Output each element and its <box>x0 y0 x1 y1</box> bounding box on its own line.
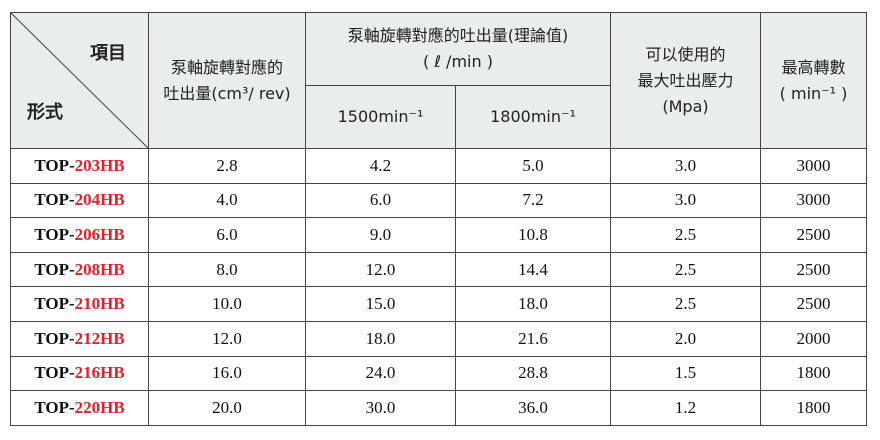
value-cell: 10.0 <box>148 286 306 322</box>
value-cell: 12.0 <box>305 251 456 288</box>
table-row: TOP-208HB 8.0 12.0 14.4 2.5 2500 <box>10 251 867 288</box>
value-cell: 2.5 <box>610 217 761 253</box>
model-prefix: TOP- <box>34 328 75 348</box>
value-cell: 2000 <box>760 320 867 357</box>
model-prefix: TOP- <box>34 224 75 244</box>
model-prefix: TOP- <box>34 294 75 314</box>
header-line: 最大吐出壓力 <box>637 70 734 90</box>
value-cell: 10.8 <box>455 217 611 253</box>
value-cell: 2.5 <box>610 286 761 322</box>
header-line: 泵軸旋轉對應的 <box>170 57 283 77</box>
header-line: 吐出量(cm³/ rev) <box>163 83 291 103</box>
table-row: TOP-216HB 16.0 24.0 28.8 1.5 1800 <box>10 355 867 392</box>
model-cell: TOP-203HB <box>10 148 149 184</box>
model-cell: TOP-204HB <box>10 182 149 219</box>
value-cell: 1.2 <box>610 390 761 426</box>
header-pressure: 可以使用的最大吐出壓力 (Mpa) <box>610 12 761 149</box>
value-cell: 15.0 <box>305 286 456 322</box>
model-prefix: TOP- <box>34 397 75 417</box>
model-code: 212HB <box>74 328 125 348</box>
header-line: 可以使用的 <box>645 44 726 64</box>
value-cell: 3000 <box>760 148 867 184</box>
value-cell: 2.8 <box>148 148 306 184</box>
table-row: TOP-204HB 4.0 6.0 7.2 3.0 3000 <box>10 182 867 219</box>
model-prefix: TOP- <box>34 259 75 279</box>
model-cell: TOP-210HB <box>10 286 149 322</box>
header-line: 最高轉數 <box>781 57 846 77</box>
model-cell: TOP-212HB <box>10 320 149 357</box>
value-cell: 18.0 <box>455 286 611 322</box>
value-cell: 2500 <box>760 251 867 288</box>
table-row: TOP-220HB 20.0 30.0 36.0 1.2 1800 <box>10 390 867 426</box>
model-code: 206HB <box>74 224 125 244</box>
model-cell: TOP-208HB <box>10 251 149 288</box>
value-cell: 2500 <box>760 217 867 253</box>
corner-top: 項目 <box>90 43 126 64</box>
value-cell: 24.0 <box>305 355 456 392</box>
value-cell: 4.0 <box>148 182 306 219</box>
diagonal <box>11 13 149 149</box>
value-cell: 4.2 <box>305 148 456 184</box>
header-displacement: 泵軸旋轉對應的 吐出量(cm³/ rev) <box>148 12 306 149</box>
value-cell: 3000 <box>760 182 867 219</box>
model-code: 216HB <box>74 363 125 383</box>
header-line: (Mpa) <box>662 96 709 116</box>
value-cell: 6.0 <box>305 182 456 219</box>
value-cell: 1800 <box>760 390 867 426</box>
model-cell: TOP-220HB <box>10 390 149 426</box>
model-prefix: TOP- <box>34 363 75 383</box>
spec-table: 項目 形式 泵軸旋轉對應的 吐出量(cm³/ rev) 泵軸旋轉對應的吐出量(理論… <box>10 12 867 426</box>
value-cell: 9.0 <box>305 217 456 253</box>
table-row: TOP-203HB 2.8 4.2 5.0 3.0 3000 <box>10 148 867 184</box>
value-cell: 20.0 <box>148 390 306 426</box>
value-cell: 8.0 <box>148 251 306 288</box>
model-code: 203HB <box>74 155 125 175</box>
value-cell: 6.0 <box>148 217 306 253</box>
model-prefix: TOP- <box>34 190 75 210</box>
header-flow-1500: 1500min⁻¹ <box>305 85 456 149</box>
model-cell: TOP-216HB <box>10 355 149 392</box>
value-cell: 21.6 <box>455 320 611 357</box>
value-cell: 18.0 <box>305 320 456 357</box>
value-cell: 12.0 <box>148 320 306 357</box>
table-row: TOP-212HB 12.0 18.0 21.6 2.0 2000 <box>10 320 867 357</box>
value-cell: 3.0 <box>610 148 761 184</box>
value-cell: 1800 <box>760 355 867 392</box>
model-code: 208HB <box>74 259 125 279</box>
value-cell: 36.0 <box>455 390 611 426</box>
value-cell: 2.5 <box>610 251 761 288</box>
corner-bottom: 形式 <box>27 102 63 123</box>
table-row: TOP-210HB 10.0 15.0 18.0 2.5 2500 <box>10 286 867 322</box>
value-cell: 16.0 <box>148 355 306 392</box>
value-cell: 1.5 <box>610 355 761 392</box>
model-prefix: TOP- <box>34 155 75 175</box>
header-speed: 最高轉數 ( min⁻¹ ) <box>760 12 867 149</box>
value-cell: 7.2 <box>455 182 611 219</box>
header-line: ( ℓ /min ) <box>423 52 493 71</box>
model-code: 204HB <box>74 190 125 210</box>
value-cell: 28.8 <box>455 355 611 392</box>
model-code: 220HB <box>74 397 125 417</box>
header-line: 泵軸旋轉對應的吐出量(理論值) <box>347 26 569 45</box>
value-cell: 14.4 <box>455 251 611 288</box>
header-line: ( min⁻¹ ) <box>779 83 848 103</box>
header-flow-1800: 1800min⁻¹ <box>455 85 611 149</box>
value-cell: 30.0 <box>305 390 456 426</box>
header-flow: 泵軸旋轉對應的吐出量(理論值) ( ℓ /min ) <box>305 12 611 86</box>
table-row: TOP-206HB 6.0 9.0 10.8 2.5 2500 <box>10 217 867 253</box>
model-cell: TOP-206HB <box>10 217 149 253</box>
table-body: TOP-203HB 2.8 4.2 5.0 3.0 3000 TOP-204HB 4.0 6.0… <box>10 148 867 426</box>
value-cell: 2.0 <box>610 320 761 357</box>
model-code: 210HB <box>74 294 125 314</box>
value-cell: 3.0 <box>610 182 761 219</box>
value-cell: 5.0 <box>455 148 611 184</box>
value-cell: 2500 <box>760 286 867 322</box>
corner-cell: 項目 形式 <box>10 12 149 149</box>
